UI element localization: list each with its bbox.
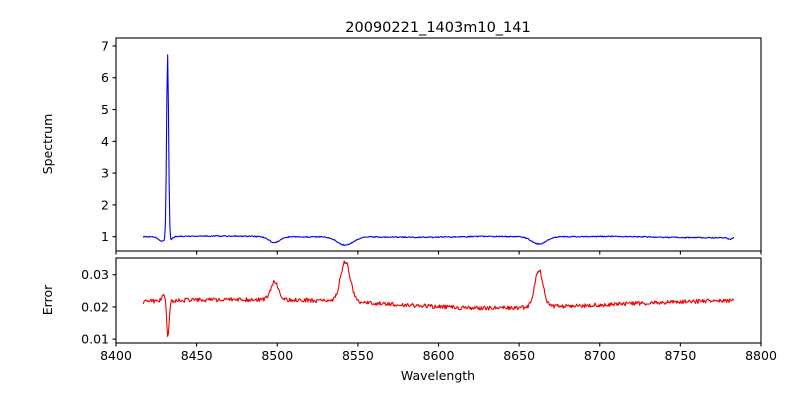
y-tick-label: 6: [101, 70, 109, 85]
spectrum-frame: [115, 37, 762, 252]
y-tick-label: 5: [101, 102, 109, 117]
x-tick-label: 8450: [181, 348, 213, 363]
spectrum-plot-area: [116, 38, 761, 251]
y-tick-label: 1: [101, 229, 109, 244]
x-tick-label: 8650: [503, 348, 535, 363]
y-tick-label: 2: [101, 197, 109, 212]
y-tick-label: 0.03: [81, 267, 109, 282]
y-tick-label: 0.01: [81, 332, 109, 347]
panel-spectrum: 1 2 3 4 5 6 7 Spectrum: [40, 37, 762, 255]
x-tick-label: 8600: [423, 348, 455, 363]
error-y-ticks: 0.01 0.02 0.03: [81, 267, 116, 347]
spectrum-y-ticks: 1 2 3 4 5 6 7: [101, 38, 116, 244]
error-series: [142, 260, 735, 337]
spectrum-axis-label: Spectrum: [40, 114, 55, 175]
x-tick-label: 8500: [261, 348, 293, 363]
spectrum-series: [142, 54, 735, 247]
y-tick-label: 4: [101, 134, 109, 149]
spectrum-x-ticks: [115, 251, 762, 255]
x-tick-label: 8700: [584, 348, 616, 363]
wavelength-axis-label: Wavelength: [401, 368, 475, 383]
x-tick-label: 8550: [342, 348, 374, 363]
error-x-ticks: 8400 8450 8500 8550 8600 8650 8700 8750 8800: [100, 343, 777, 363]
x-tick-label: 8750: [664, 348, 696, 363]
panel-error: 0.01 0.02 0.03 8400 8450 8500 8550 8600 8650 870…: [40, 257, 777, 383]
error-axis-label: Error: [40, 284, 55, 315]
x-tick-label: 8400: [100, 348, 132, 363]
y-tick-label: 3: [101, 166, 109, 181]
error-frame: [115, 257, 762, 344]
y-tick-label: 7: [101, 38, 109, 53]
y-tick-label: 0.02: [81, 299, 109, 314]
x-tick-label: 8800: [745, 348, 777, 363]
page-title: 20090221_1403m10_141: [345, 20, 530, 36]
